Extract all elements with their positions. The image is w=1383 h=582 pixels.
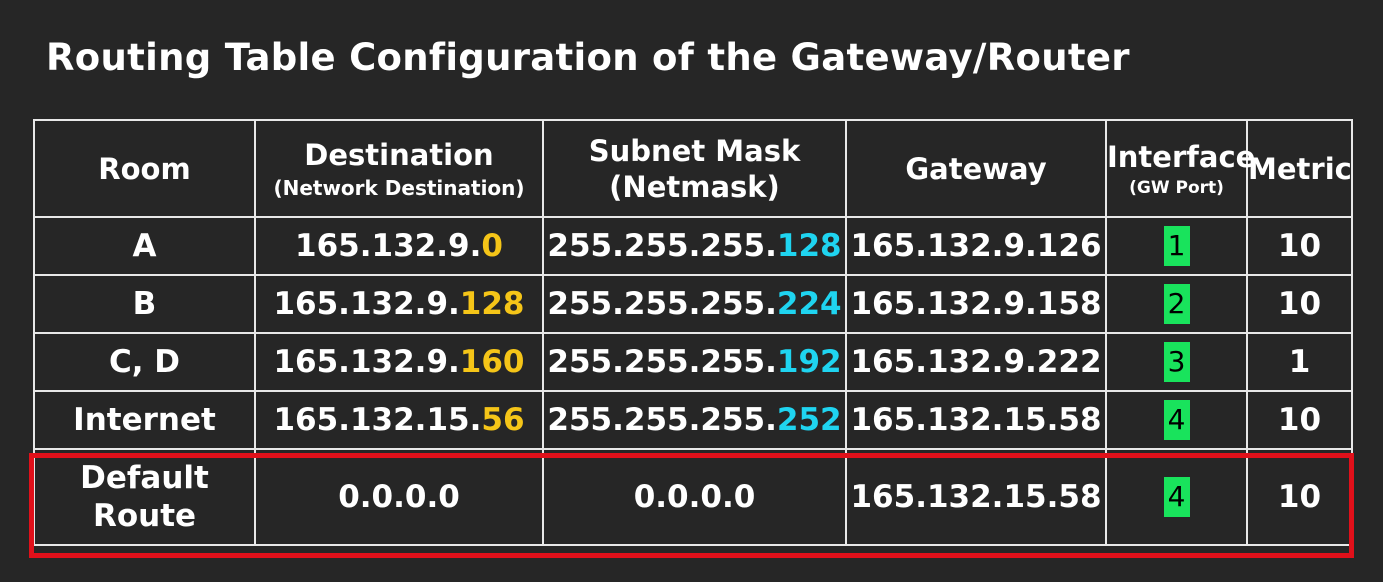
interface-cell: 3 [1105,332,1248,392]
metric-cell: 10 [1246,274,1353,334]
header-subnet-mask: Subnet Mask (Netmask) [542,119,847,218]
room-cell: B [33,274,256,334]
interface-cell: 2 [1105,274,1248,334]
destination-cell: 165.132.9.160 [254,332,544,392]
port-badge: 2 [1163,284,1190,324]
room-cell: A [33,216,256,276]
table-row: A 165.132.9.0 255.255.255.128 165.132.9.… [33,216,1353,276]
table-row: Internet 165.132.15.56 255.255.255.252 1… [33,390,1353,450]
room-cell: Default Route [33,448,256,546]
mask-cell: 255.255.255.224 [542,274,847,334]
header-gateway: Gateway [845,119,1107,218]
interface-cell: 1 [1105,216,1248,276]
default-route-row: Default Route 0.0.0.0 0.0.0.0 165.132.15… [33,448,1353,546]
destination-cell: 165.132.9.0 [254,216,544,276]
header-interface: Interface (GW Port) [1105,119,1255,218]
interface-cell: 4 [1105,448,1248,546]
port-badge: 4 [1163,477,1190,517]
header-destination: Destination (Network Destination) [254,119,544,218]
gateway-cell: 165.132.9.126 [845,216,1107,276]
header-metric: Metric [1246,119,1353,218]
mask-cell: 255.255.255.252 [542,390,847,450]
table-row: B 165.132.9.128 255.255.255.224 165.132.… [33,274,1353,334]
gateway-cell: 165.132.15.58 [845,390,1107,450]
interface-cell: 4 [1105,390,1248,450]
room-cell: C, D [33,332,256,392]
gateway-cell: 165.132.9.158 [845,274,1107,334]
header-room: Room [33,119,256,218]
room-cell: Internet [33,390,256,450]
port-badge: 4 [1163,400,1190,440]
metric-cell: 1 [1246,332,1353,392]
page-title: Routing Table Configuration of the Gatew… [46,36,1130,79]
gateway-cell: 165.132.9.222 [845,332,1107,392]
metric-cell: 10 [1246,390,1353,450]
gateway-cell: 165.132.15.58 [845,448,1107,546]
header-destination-sub: (Network Destination) [273,175,525,200]
destination-cell: 165.132.15.56 [254,390,544,450]
destination-cell: 0.0.0.0 [254,448,544,546]
header-subnet-mask-sub: (Netmask) [609,169,780,204]
mask-cell: 255.255.255.192 [542,332,847,392]
header-interface-sub: (GW Port) [1129,177,1224,198]
port-badge: 3 [1163,342,1190,382]
table-header-row: Room Destination (Network Destination) S… [33,119,1353,218]
routing-table: Room Destination (Network Destination) S… [33,119,1353,546]
metric-cell: 10 [1246,448,1353,546]
destination-cell: 165.132.9.128 [254,274,544,334]
mask-cell: 0.0.0.0 [542,448,847,546]
metric-cell: 10 [1246,216,1353,276]
port-badge: 1 [1163,226,1190,266]
mask-cell: 255.255.255.128 [542,216,847,276]
table-row: C, D 165.132.9.160 255.255.255.192 165.1… [33,332,1353,392]
